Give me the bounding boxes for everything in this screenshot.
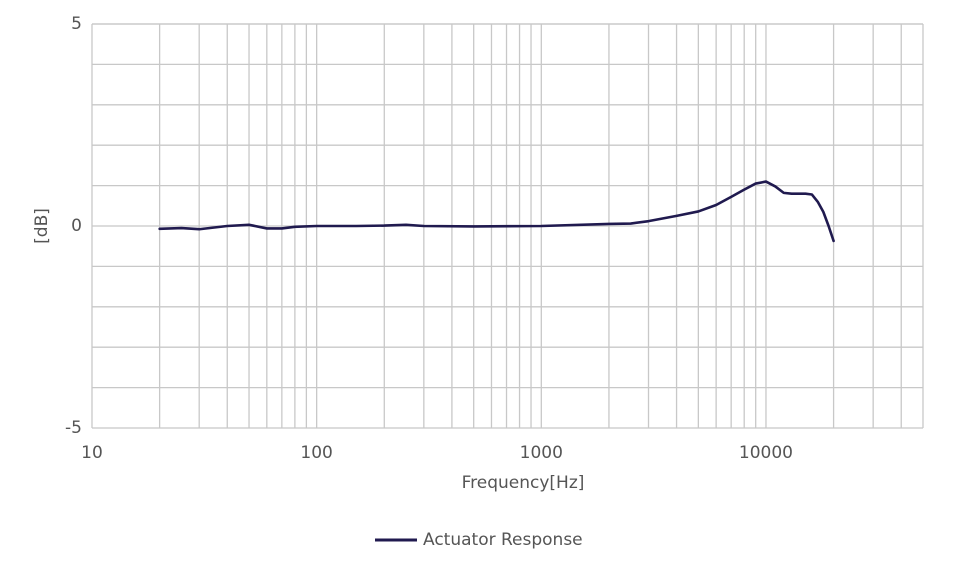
x-tick-label: 100 bbox=[300, 443, 332, 463]
x-tick-label: 1000 bbox=[520, 443, 563, 463]
y-tick-label: 5 bbox=[71, 14, 82, 34]
y-tick-label: -5 bbox=[65, 418, 82, 438]
y-tick-label: 0 bbox=[71, 216, 82, 236]
x-axis-label: Frequency[Hz] bbox=[462, 473, 585, 493]
x-tick-label: 10000 bbox=[739, 443, 793, 463]
legend-label: Actuator Response bbox=[423, 530, 583, 550]
data-line bbox=[158, 180, 835, 243]
x-tick-label: 10 bbox=[81, 443, 103, 463]
y-axis-label: [dB] bbox=[32, 208, 52, 244]
